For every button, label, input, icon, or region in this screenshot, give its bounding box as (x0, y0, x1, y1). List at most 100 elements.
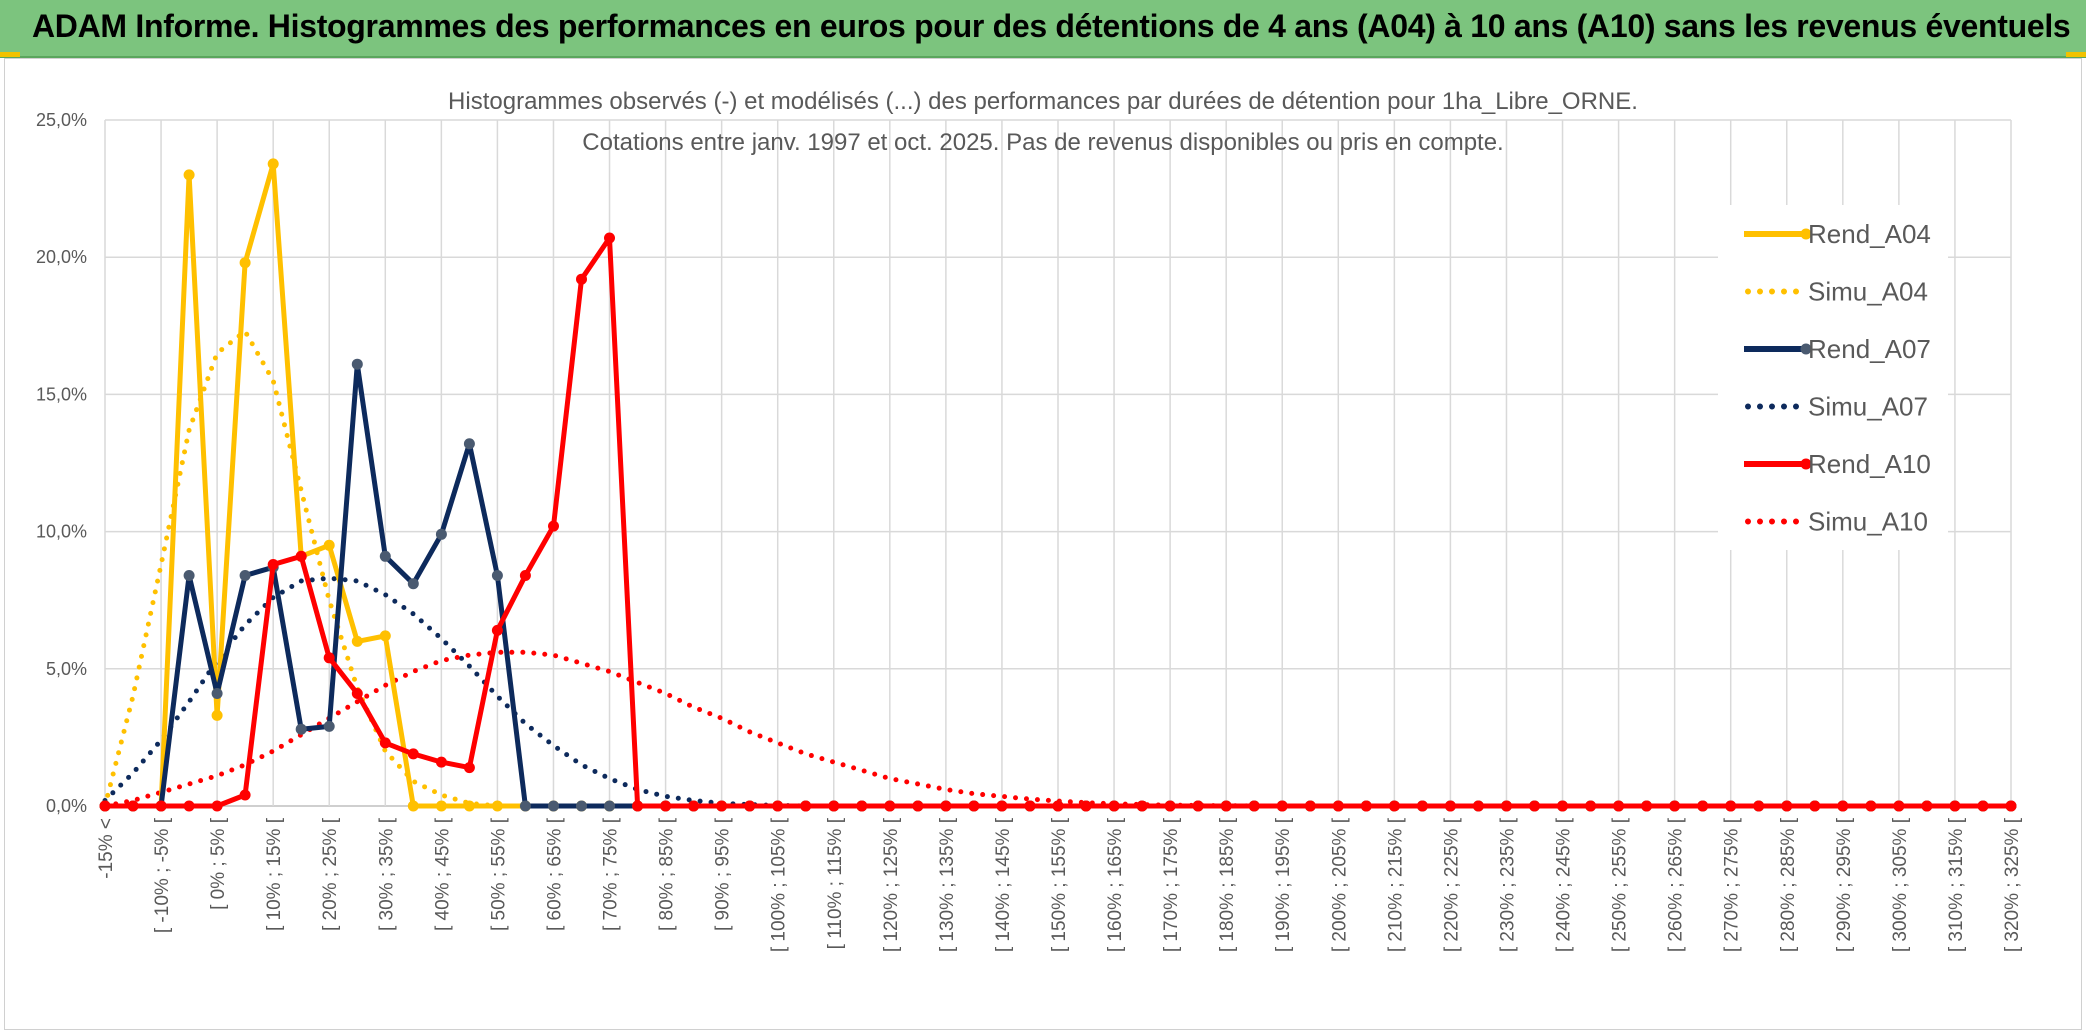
data-point (1809, 800, 1821, 812)
data-point (491, 624, 503, 636)
data-point (1837, 800, 1849, 812)
x-tick-label: -15% < (96, 818, 117, 879)
data-point (1613, 800, 1625, 812)
y-tick-label: 20,0% (36, 247, 87, 267)
data-point (716, 800, 728, 812)
data-point (1893, 800, 1905, 812)
data-point (968, 800, 980, 812)
x-tick-label: [ 10% ; 15% [ (264, 817, 285, 931)
x-tick-label: [ 0% ; 5% [ (208, 817, 229, 910)
data-point (379, 737, 391, 749)
data-point (519, 800, 531, 812)
data-point (1024, 800, 1036, 812)
data-point (1136, 800, 1148, 812)
data-point (2005, 800, 2017, 812)
x-tick-label: [ 280% ; 285% [ (1778, 817, 1799, 952)
header-banner: ADAM Informe. Histogrammes des performan… (0, 0, 2086, 58)
data-point (1192, 800, 1204, 812)
x-tick-label: [ 290% ; 295% [ (1834, 817, 1855, 952)
data-point (1641, 800, 1653, 812)
corner-accent-left (0, 52, 20, 57)
x-tick-label: [ 270% ; 275% [ (1722, 817, 1743, 952)
y-tick-label: 25,0% (36, 110, 87, 130)
x-tick-label: [ 300% ; 305% [ (1890, 817, 1911, 952)
x-tick-label: [ 200% ; 205% [ (1329, 817, 1350, 952)
data-point (1304, 800, 1316, 812)
data-point (407, 748, 419, 760)
data-point (828, 800, 840, 812)
x-tick-label: [ 90% ; 95% [ (713, 817, 734, 931)
x-tick-label: [ 320% ; 325% [ (2002, 817, 2023, 952)
data-point (351, 358, 363, 370)
data-point (856, 800, 868, 812)
page-title: ADAM Informe. Histogrammes des performan… (32, 8, 2071, 44)
data-point (1753, 800, 1765, 812)
data-point (211, 800, 223, 812)
x-tick-label: [ 180% ; 185% [ (1217, 817, 1238, 952)
data-point (351, 688, 363, 699)
data-point (127, 800, 139, 812)
data-point (491, 800, 503, 812)
data-point (99, 800, 111, 812)
x-tick-label: [ 190% ; 195% [ (1273, 817, 1294, 952)
data-point (183, 800, 195, 812)
legend-label: Rend_A07 (1808, 334, 1931, 364)
data-point (1388, 800, 1400, 812)
series-layer (99, 158, 2017, 812)
data-point (1557, 800, 1568, 812)
data-point (1052, 800, 1064, 812)
data-point (379, 550, 391, 562)
data-point (996, 800, 1008, 812)
x-tick-label: [ 160% ; 165% [ (1105, 817, 1126, 952)
data-point (211, 709, 223, 721)
legend-label: Rend_A10 (1808, 449, 1931, 479)
data-point (1472, 800, 1484, 812)
data-point (604, 232, 615, 244)
data-point (548, 520, 559, 532)
corner-accent-right (2066, 52, 2086, 57)
data-point (407, 800, 419, 812)
series-line-simu-a07 (102, 575, 2014, 809)
data-point (1360, 800, 1372, 812)
x-tick-label: [ 120% ; 125% [ (881, 817, 902, 952)
data-point (323, 652, 335, 664)
data-point (435, 800, 447, 812)
data-point (379, 630, 391, 642)
data-point (688, 800, 700, 812)
legend-box (1718, 205, 1948, 550)
x-tick-label: [ 140% ; 145% [ (993, 817, 1014, 952)
data-point (744, 800, 756, 812)
data-point (267, 158, 279, 170)
x-tick-label: [ 170% ; 175% [ (1161, 817, 1182, 952)
data-point (576, 800, 587, 812)
data-point (1669, 800, 1681, 812)
x-tick-label: [ 60% ; 65% [ (544, 817, 565, 931)
data-point (576, 273, 587, 285)
data-point (1220, 800, 1232, 812)
data-point (1276, 800, 1288, 812)
data-point (323, 720, 335, 732)
legend-label: Simu_A07 (1808, 392, 1928, 422)
chart-frame (4, 58, 2082, 1030)
data-point (1949, 800, 1961, 812)
data-point (1725, 800, 1737, 812)
data-point (1501, 800, 1512, 812)
x-tick-label: [ 100% ; 105% [ (769, 817, 790, 952)
data-point (1921, 800, 1933, 812)
data-point (239, 789, 251, 801)
data-point (1529, 800, 1540, 812)
x-tick-label: [ 40% ; 45% [ (432, 817, 453, 931)
data-point (323, 539, 335, 551)
x-tick-label: [ 150% ; 155% [ (1049, 817, 1070, 952)
data-point (940, 800, 952, 812)
y-tick-label: 15,0% (36, 384, 87, 404)
y-tick-label: 0,0% (46, 796, 87, 816)
x-axis-ticks: -15% < [ -10% ; -5% [[ 0% ; 5% [[ 10% ; 1… (96, 817, 2023, 952)
data-point (267, 559, 279, 570)
y-tick-label: 10,0% (36, 522, 87, 542)
data-point (239, 257, 251, 269)
x-tick-label: [ 30% ; 35% [ (376, 817, 397, 931)
x-tick-label: [ 50% ; 55% [ (488, 817, 509, 931)
legend-marker (1800, 458, 1812, 470)
